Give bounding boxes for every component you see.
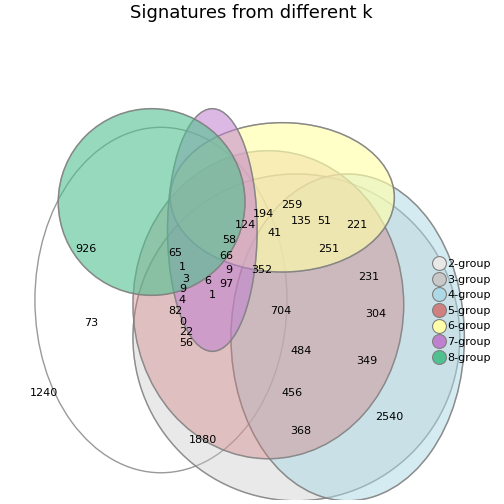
Text: 97: 97 — [219, 279, 233, 289]
Text: 3: 3 — [182, 274, 190, 284]
Text: 368: 368 — [290, 426, 311, 436]
Text: 124: 124 — [234, 220, 256, 230]
Text: 0: 0 — [179, 317, 186, 327]
Text: 4: 4 — [179, 295, 186, 305]
Text: 82: 82 — [168, 306, 182, 316]
Text: 66: 66 — [219, 251, 233, 261]
Ellipse shape — [167, 109, 257, 351]
Text: 926: 926 — [76, 243, 97, 254]
Text: 1: 1 — [209, 290, 216, 300]
Text: 58: 58 — [222, 235, 236, 245]
Text: 352: 352 — [251, 265, 272, 275]
Text: 259: 259 — [281, 200, 302, 210]
Text: 251: 251 — [319, 243, 340, 254]
Ellipse shape — [231, 174, 464, 501]
Text: 6: 6 — [204, 276, 211, 286]
Ellipse shape — [133, 174, 460, 501]
Text: 41: 41 — [268, 228, 282, 238]
Text: 65: 65 — [168, 248, 182, 259]
Text: 22: 22 — [179, 327, 194, 337]
Text: 9: 9 — [179, 284, 186, 294]
Text: 221: 221 — [346, 220, 367, 230]
Text: 73: 73 — [84, 319, 98, 329]
Title: Signatures from different k: Signatures from different k — [130, 4, 373, 22]
Text: 1880: 1880 — [189, 435, 217, 445]
Text: 304: 304 — [365, 309, 386, 319]
Text: 231: 231 — [359, 272, 380, 282]
Text: 484: 484 — [290, 346, 311, 356]
Text: 349: 349 — [356, 356, 377, 366]
Text: 456: 456 — [281, 389, 302, 398]
Legend: 2-group, 3-group, 4-group, 5-group, 6-group, 7-group, 8-group: 2-group, 3-group, 4-group, 5-group, 6-gr… — [436, 259, 491, 362]
Text: 51: 51 — [318, 216, 331, 226]
Ellipse shape — [133, 151, 404, 459]
Text: 135: 135 — [290, 216, 311, 226]
Text: 2540: 2540 — [375, 412, 404, 422]
Text: 1: 1 — [179, 263, 186, 272]
Text: 9: 9 — [226, 265, 233, 275]
Text: 194: 194 — [253, 209, 274, 219]
Text: 704: 704 — [270, 306, 291, 316]
Text: 1240: 1240 — [30, 389, 58, 398]
Text: 56: 56 — [179, 338, 193, 348]
Ellipse shape — [170, 122, 394, 272]
Ellipse shape — [58, 109, 245, 295]
